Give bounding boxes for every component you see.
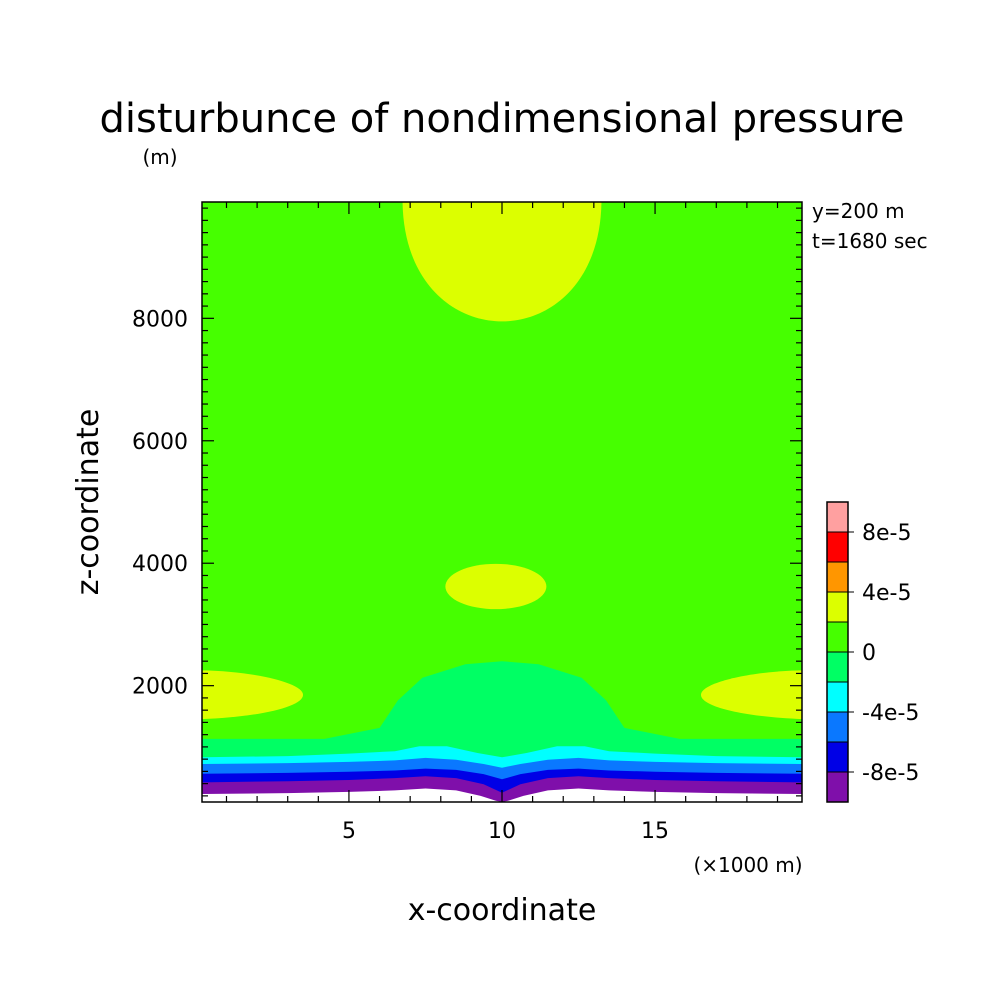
colorbar-swatch: [826, 531, 849, 563]
contour-lobe-upper: [402, 202, 602, 322]
y-tick-label: 6000: [132, 430, 188, 455]
y-tick-label: 8000: [132, 307, 188, 332]
x-tick-label: 15: [641, 819, 669, 844]
title-unit: (m): [142, 145, 177, 169]
colorbar-swatch: [826, 741, 849, 773]
y-tick-label: 4000: [132, 552, 188, 577]
colorbar: -8e-5 -4e-5 0 4e-5 8e-5: [826, 501, 919, 803]
contour-lobe-middle: [445, 563, 547, 610]
annotation-y: y=200 m: [812, 199, 905, 223]
colorbar-swatch: [826, 621, 849, 653]
contour-lobe-left: [202, 670, 304, 720]
colorbar-swatch: [826, 771, 849, 803]
colorbar-label: -8e-5: [862, 761, 919, 786]
y-tick-label: 2000: [132, 675, 188, 700]
chart-title: disturbunce of nondimensional pressure: [100, 96, 905, 142]
colorbar-swatch: [826, 591, 849, 623]
y-axis-label: z-coordinate: [71, 409, 106, 596]
colorbar-swatch: [826, 681, 849, 713]
contour-fills: [202, 202, 802, 802]
tick-labels: 5 10 15 2000 4000 6000 8000: [132, 307, 669, 844]
x-axis-label: x-coordinate: [408, 893, 597, 928]
x-tick-label: 5: [342, 819, 356, 844]
x-unit-label: (×1000 m): [693, 853, 802, 877]
colorbar-label: 8e-5: [862, 521, 911, 546]
axis-ticks: [202, 202, 802, 802]
contour-lobe-right: [700, 670, 802, 720]
colorbar-swatch: [826, 711, 849, 743]
colorbar-label: 4e-5: [862, 581, 911, 606]
colorbar-swatch: [826, 501, 849, 533]
x-tick-label: 10: [488, 819, 516, 844]
colorbar-swatch: [826, 651, 849, 683]
contour-band-below-range: [202, 788, 802, 802]
annotation-t: t=1680 sec: [812, 229, 928, 253]
colorbar-swatch: [826, 561, 849, 593]
colorbar-label: -4e-5: [862, 701, 919, 726]
colorbar-label: 0: [862, 641, 876, 666]
